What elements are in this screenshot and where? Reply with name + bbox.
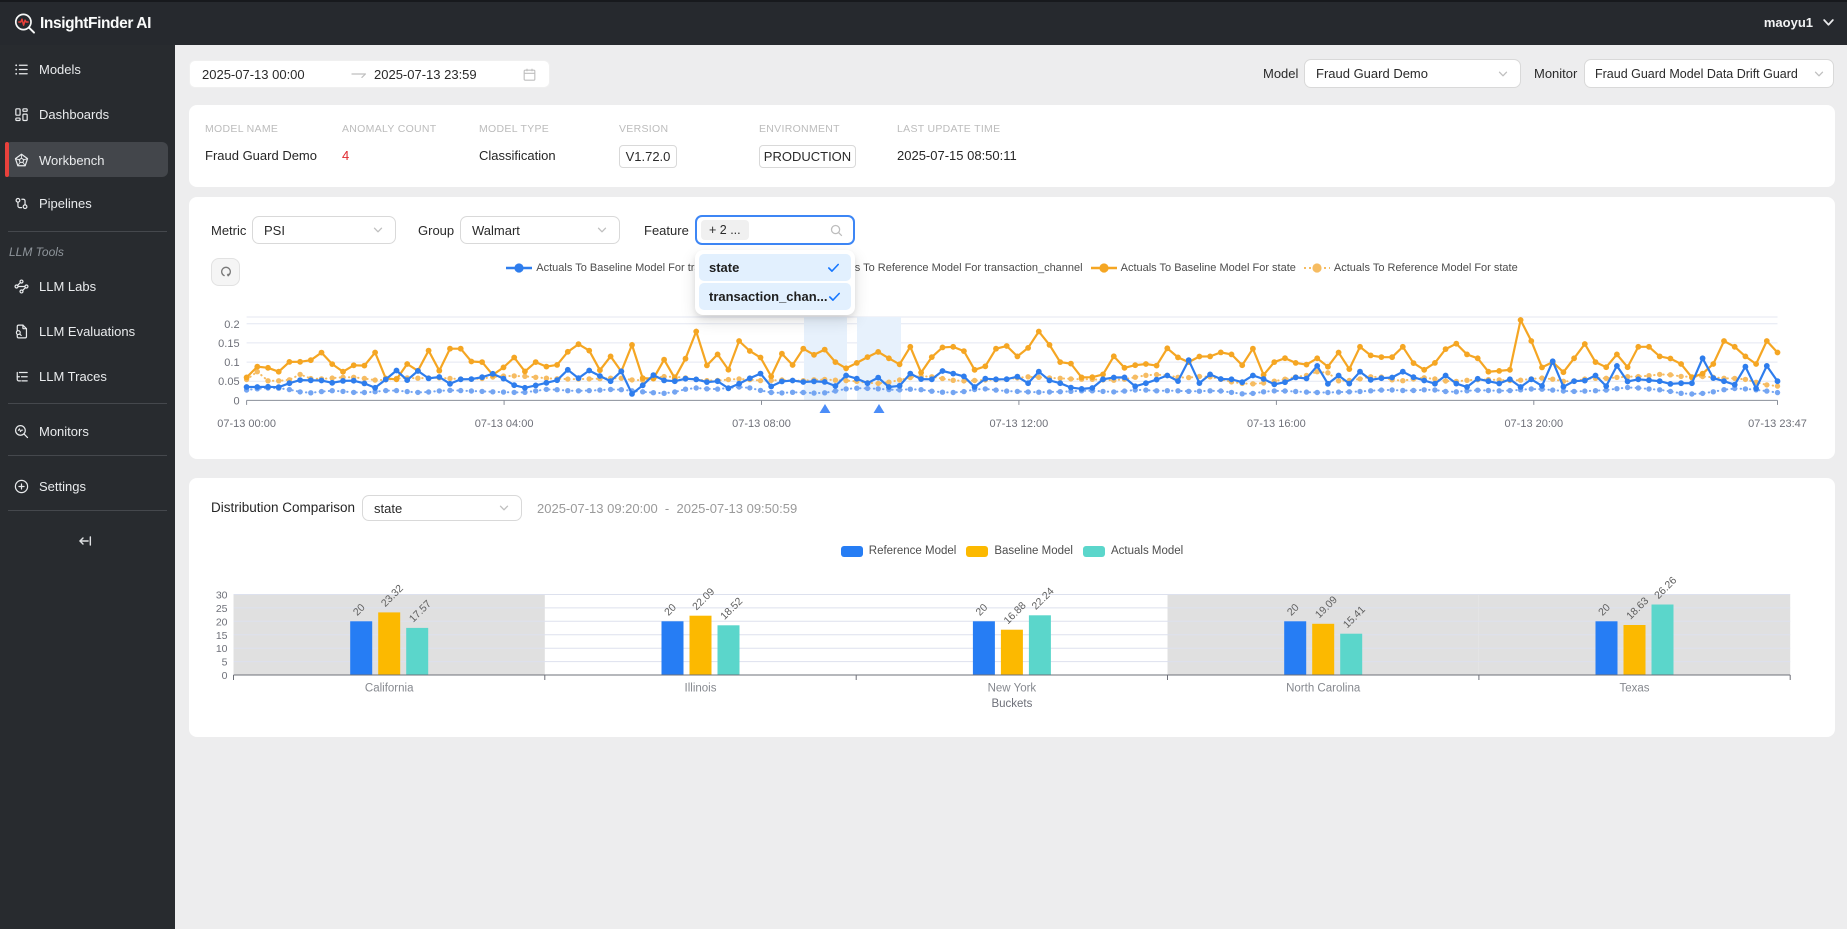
svg-text:20: 20	[974, 602, 991, 619]
svg-text:New York: New York	[988, 683, 1037, 695]
svg-text:07-13 20:00: 07-13 20:00	[1504, 418, 1563, 430]
svg-text:07-13 04:00: 07-13 04:00	[475, 418, 534, 430]
svg-text:20: 20	[662, 602, 679, 619]
svg-text:07-13 00:00: 07-13 00:00	[217, 418, 276, 430]
svg-text:California: California	[365, 683, 414, 695]
svg-text:5: 5	[222, 657, 228, 669]
svg-text:0.1: 0.1	[224, 357, 239, 369]
svg-text:10: 10	[216, 643, 228, 655]
svg-text:0.05: 0.05	[218, 376, 239, 388]
svg-text:20: 20	[216, 616, 228, 628]
svg-text:07-13 12:00: 07-13 12:00	[990, 418, 1049, 430]
svg-text:Illinois: Illinois	[685, 683, 717, 695]
svg-text:Texas: Texas	[1619, 683, 1649, 695]
svg-text:0: 0	[233, 395, 239, 407]
svg-text:07-13 08:00: 07-13 08:00	[732, 418, 791, 430]
svg-text:18.52: 18.52	[718, 595, 745, 622]
svg-text:Buckets: Buckets	[991, 698, 1032, 710]
svg-text:15: 15	[216, 630, 228, 642]
svg-text:25: 25	[216, 603, 228, 615]
svg-text:07-13 16:00: 07-13 16:00	[1247, 418, 1306, 430]
svg-text:0.2: 0.2	[224, 319, 239, 331]
svg-text:07-13 23:47: 07-13 23:47	[1748, 418, 1807, 430]
svg-text:22.09: 22.09	[690, 586, 717, 613]
svg-text:0.15: 0.15	[218, 338, 239, 350]
svg-text:16.88: 16.88	[1002, 600, 1029, 627]
svg-text:30: 30	[216, 590, 228, 602]
svg-text:North Carolina: North Carolina	[1286, 683, 1361, 695]
svg-text:0: 0	[222, 670, 228, 682]
